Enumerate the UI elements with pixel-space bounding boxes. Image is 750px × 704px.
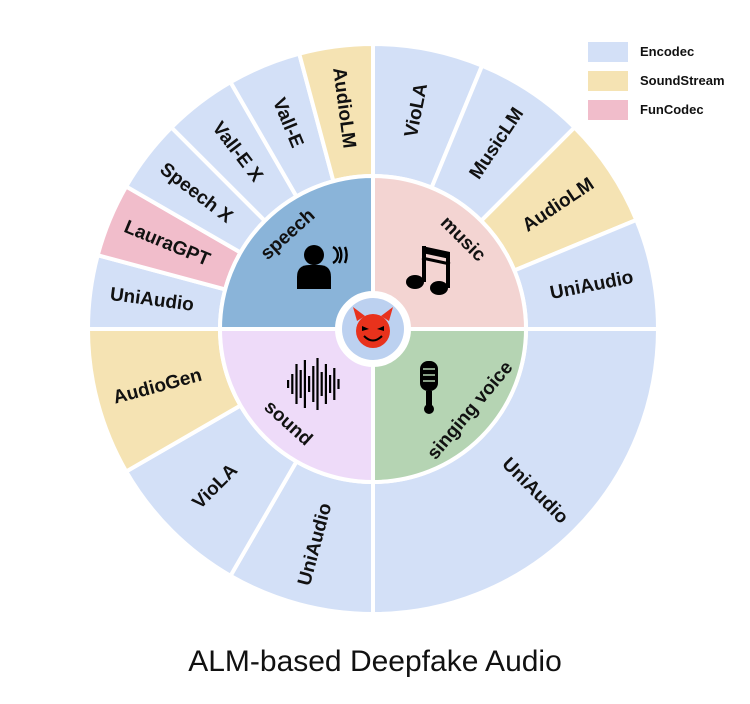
devil-icon [353, 307, 393, 348]
center-hub [338, 294, 408, 364]
legend-item-soundstream: SoundStream [588, 69, 725, 92]
category-sound [217, 327, 375, 485]
legend: Encodec SoundStream FunCodec [588, 40, 725, 127]
legend-label-soundstream: SoundStream [640, 73, 725, 88]
speaking-person-icon [297, 245, 348, 289]
legend-swatch-soundstream [588, 70, 628, 91]
category-singing-voice [371, 327, 529, 485]
sound-wave-icon [287, 358, 340, 410]
diagram-caption: ALM-based Deepfake Audio [188, 645, 562, 678]
legend-swatch-funcodec [588, 99, 628, 120]
microphone-icon [420, 361, 438, 414]
legend-swatch-encodec [588, 41, 628, 62]
music-note-icon [406, 246, 451, 295]
category-speech [217, 173, 375, 331]
legend-label-funcodec: FunCodec [640, 102, 704, 117]
legend-item-funcodec: FunCodec [588, 98, 725, 121]
legend-item-encodec: Encodec [588, 40, 725, 63]
legend-label-encodec: Encodec [640, 44, 695, 59]
